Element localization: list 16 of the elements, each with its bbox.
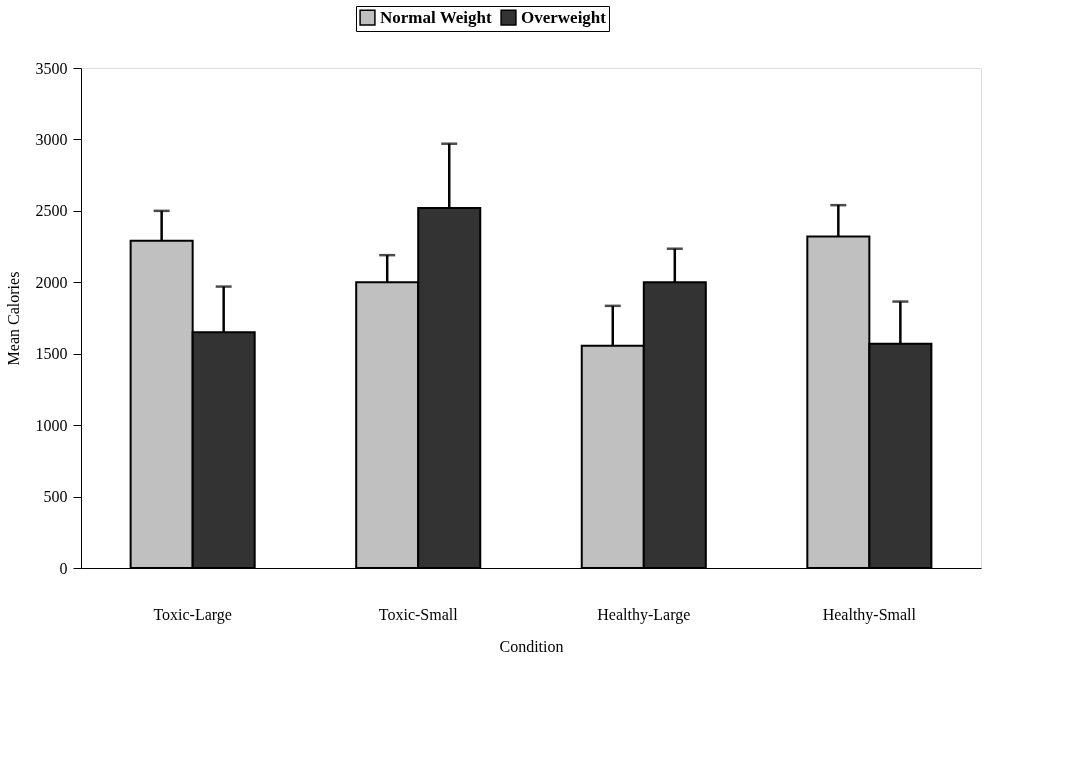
y-tick-label: 2500 (35, 202, 68, 220)
x-axis-title: Condition (499, 637, 564, 655)
y-tick-label: 1000 (35, 416, 68, 434)
legend-label: Overweight (521, 7, 607, 27)
legend-label: Normal Weight (380, 7, 492, 27)
x-tick-label: Toxic-Small (378, 605, 459, 623)
y-tick-label: 0 (59, 559, 68, 577)
y-tick-label: 3000 (35, 130, 68, 148)
x-tick-label: Healthy-Large (597, 605, 691, 624)
x-tick-label: Toxic-Large (153, 605, 232, 624)
x-tick-label: Healthy-Small (822, 605, 917, 624)
y-tick-label: 1500 (35, 345, 68, 363)
y-axis-title: Mean Calories (4, 271, 22, 366)
y-tick-label: 500 (43, 488, 68, 506)
y-tick-label: 2000 (35, 273, 68, 291)
y-tick-label: 3500 (35, 59, 68, 77)
